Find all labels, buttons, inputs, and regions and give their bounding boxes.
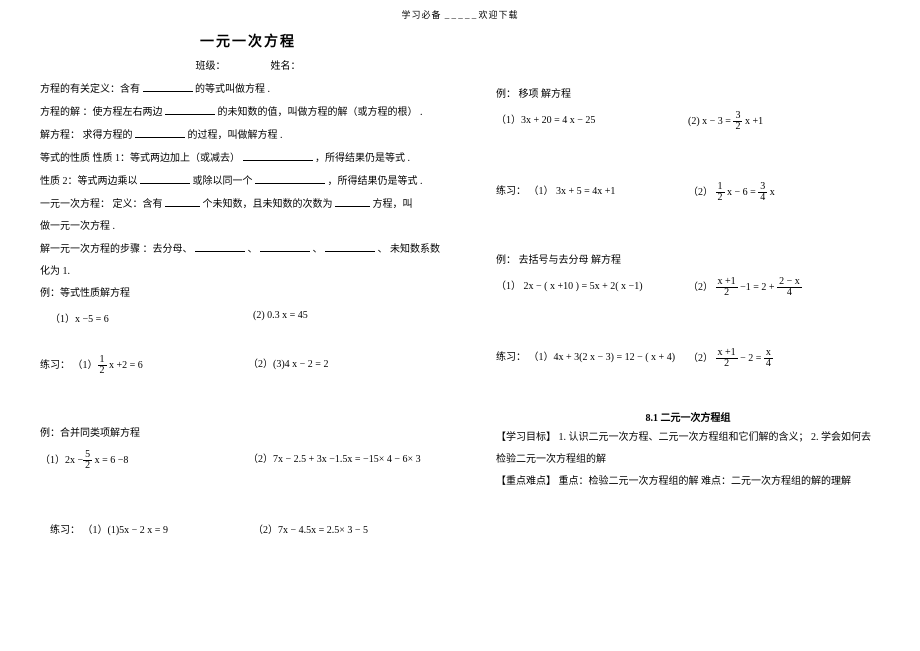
fraction-icon: 52	[83, 450, 92, 471]
pr4-eq2: （2） x +12 − 2 = x4	[688, 348, 880, 369]
ex4-eq2: （2） x +12 −1 = 2 + 2 − x4	[688, 277, 880, 298]
blank	[325, 241, 375, 252]
page-header: 学习必备 _ _ _ _ _ 欢迎下载	[0, 0, 920, 21]
blank	[143, 81, 193, 92]
fraction-icon: x4	[764, 348, 773, 369]
pr3-eq1: 练习： （1） 3x + 5 = 4x +1	[496, 182, 688, 203]
main-title: 一元一次方程	[40, 31, 456, 51]
ex1-title: 例：等式性质解方程	[40, 286, 456, 302]
ex3-eq2: (2) x − 3 = 32 x +1	[688, 111, 880, 132]
pr2-row: 练习： （1）(1)5x − 2 x = 9 （2）7x − 4.5x = 2.…	[40, 521, 456, 536]
blank	[165, 104, 215, 115]
content-columns: 一元一次方程 班级： 姓名： 方程的有关定义：含有 的等式叫做方程 . 方程的解…	[0, 21, 920, 544]
pr2-eq2: （2）7x − 4.5x = 2.5× 3 − 5	[253, 521, 456, 536]
section2-title: 8.1 二元一次方程组	[496, 409, 880, 424]
def-line-2: 方程的解 ：使方程左右两边 的未知数的值，叫做方程的解（或方程的根） .	[40, 104, 456, 121]
def-line-7: 做一元一次方程 .	[40, 219, 456, 235]
fraction-icon: x +12	[716, 277, 738, 298]
blank	[243, 150, 313, 161]
def-line-8: 解一元一次方程的步骤 ：去分母、 、 、 、 未知数系数	[40, 241, 456, 258]
def-line-4: 等式的性质 性质 1：等式两边加上（或减去） ，所得结果仍是等式 .	[40, 150, 456, 167]
def-line-5: 性质 2：等式两边乘以 或除以同一个 ，所得结果仍是等式 .	[40, 173, 456, 190]
ex1-row: （1）x −5 = 6 (2) 0.3 x = 45	[40, 310, 456, 325]
ex3-eq1: （1）3x + 20 = 4 x − 25	[496, 111, 688, 132]
fraction-icon: x +12	[716, 348, 738, 369]
fraction-icon: 12	[98, 355, 107, 376]
def-line-6: 一元一次方程： 定义：含有 个未知数，且未知数的次数为 方程，叫	[40, 196, 456, 213]
pr1-eq2: （2）(3)4 x − 2 = 2	[248, 355, 456, 376]
blank	[165, 196, 200, 207]
pr3-row: 练习： （1） 3x + 5 = 4x +1 （2） 12 x − 6 = 34…	[496, 182, 880, 203]
ex4-row: （1） 2x − ( x +10 ) = 5x + 2( x −1) （2） x…	[496, 277, 880, 298]
ex3-title: 例： 移项 解方程	[496, 87, 880, 103]
blank	[140, 173, 190, 184]
pr4-eq1: 练习： （1）4x + 3(2 x − 3) = 12 − ( x + 4)	[496, 348, 688, 369]
pr1-eq1: 练习： （1）12 x +2 = 6	[40, 355, 248, 376]
fraction-icon: 12	[716, 182, 725, 203]
ex2-eq1: （1）2x −52 x = 6 −8	[40, 450, 248, 471]
def-line-1: 方程的有关定义：含有 的等式叫做方程 .	[40, 81, 456, 98]
right-column: 例： 移项 解方程 （1）3x + 20 = 4 x − 25 (2) x − …	[476, 21, 880, 544]
sec2-line2: 检验二元一次方程组的解	[496, 452, 880, 468]
ex1-eq1: （1）x −5 = 6	[50, 310, 253, 325]
pr4-row: 练习： （1）4x + 3(2 x − 3) = 12 − ( x + 4) （…	[496, 348, 880, 369]
blank	[335, 196, 370, 207]
pr3-eq2: （2） 12 x − 6 = 34 x	[688, 182, 880, 203]
class-label: 班级：	[196, 61, 226, 72]
ex2-eq2: （2）7x − 2.5 + 3x −1.5x = −15× 4 − 6× 3	[248, 450, 456, 471]
pr1-row: 练习： （1）12 x +2 = 6 （2）(3)4 x − 2 = 2	[40, 355, 456, 376]
fraction-icon: 2 − x4	[777, 277, 802, 298]
blank	[255, 173, 325, 184]
ex2-row: （1）2x −52 x = 6 −8 （2）7x − 2.5 + 3x −1.5…	[40, 450, 456, 471]
ex4-title: 例： 去括号与去分母 解方程	[496, 253, 880, 269]
def-line-3: 解方程： 求得方程的 的过程，叫做解方程 .	[40, 127, 456, 144]
fraction-icon: 32	[733, 111, 742, 132]
def-line-9: 化为 1.	[40, 264, 456, 280]
sec2-line1: 【学习目标】 1. 认识二元一次方程、二元一次方程组和它们解的含义； 2. 学会…	[496, 430, 880, 446]
sec2-line3: 【重点难点】 重点：检验二元一次方程组的解 难点：二元一次方程组的解的理解	[496, 474, 880, 490]
fraction-icon: 34	[758, 182, 767, 203]
ex4-eq1: （1） 2x − ( x +10 ) = 5x + 2( x −1)	[496, 277, 688, 298]
blank	[135, 127, 185, 138]
blank	[195, 241, 245, 252]
meta-row: 班级： 姓名：	[40, 59, 456, 75]
header-right: 欢迎下载	[479, 10, 519, 20]
ex2-title: 例：合并同类项解方程	[40, 426, 456, 442]
blank	[260, 241, 310, 252]
header-left: 学习必备	[401, 10, 441, 20]
ex1-eq2: (2) 0.3 x = 45	[253, 310, 456, 325]
header-dash: _ _ _ _ _	[445, 10, 479, 20]
ex3-row: （1）3x + 20 = 4 x − 25 (2) x − 3 = 32 x +…	[496, 111, 880, 132]
left-column: 一元一次方程 班级： 姓名： 方程的有关定义：含有 的等式叫做方程 . 方程的解…	[40, 21, 476, 544]
pr2-eq1: 练习： （1）(1)5x − 2 x = 9	[40, 521, 253, 536]
name-label: 姓名：	[271, 61, 301, 72]
